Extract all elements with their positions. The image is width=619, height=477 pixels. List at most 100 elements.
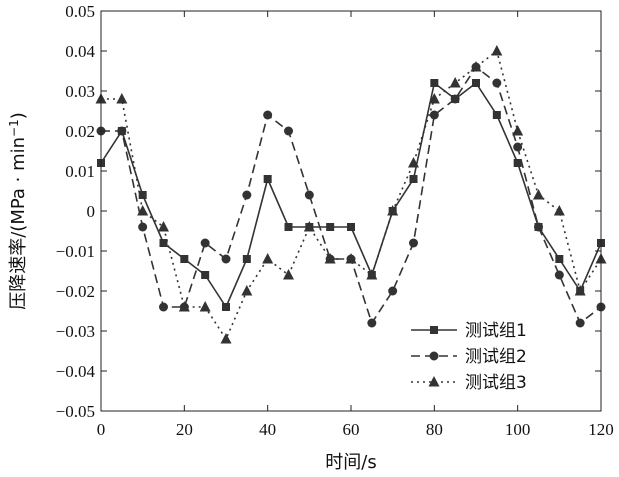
series-2-point-13 — [367, 318, 377, 328]
series-3-point-22 — [553, 205, 565, 216]
series-3-point-2 — [137, 205, 149, 216]
series-3-point-10 — [303, 221, 315, 232]
legend: 测试组1 测试组2 测试组3 — [411, 321, 527, 393]
series-3-point-6 — [220, 333, 232, 344]
series-3-point-14 — [387, 205, 399, 216]
series-2-point-1 — [117, 126, 127, 136]
series-1-point-8 — [263, 175, 272, 183]
x-tick-label-3: 60 — [343, 420, 360, 439]
series-3-point-15 — [408, 157, 419, 168]
legend-marker-1 — [430, 326, 438, 334]
series-2-point-16 — [429, 110, 439, 120]
series-1-point-15 — [409, 175, 418, 183]
series-2-point-6 — [221, 254, 231, 264]
x-tick-label-0: 0 — [97, 420, 106, 439]
series-1-line — [100, 81, 602, 309]
series-1 — [97, 79, 605, 311]
legend-label-1: 测试组1 — [465, 321, 527, 341]
series-2-point-23 — [575, 318, 585, 328]
legend-item-1: 测试组1 — [411, 321, 527, 341]
series-1-point-3 — [159, 239, 168, 247]
series-3-point-21 — [533, 189, 544, 200]
series-1-point-5 — [201, 271, 210, 279]
series-2-point-15 — [409, 238, 418, 248]
series-3-point-20 — [512, 125, 524, 136]
series-2-point-19 — [492, 78, 502, 88]
series-1-point-19 — [492, 111, 501, 119]
series-2-point-2 — [138, 222, 148, 232]
y-tick-label-6: 0.01 — [65, 162, 95, 181]
y-axis-title-main: 压降速率/(MPa · min — [8, 137, 29, 310]
series-1-point-6 — [222, 303, 230, 311]
series-3-point-12 — [345, 253, 357, 264]
series-1-point-18 — [472, 79, 480, 87]
series-3 — [95, 45, 607, 344]
ticks-layer: −0.05 −0.04 −0.03 −0.02 −0.01 0 0.01 0.02 0.03 0.… — [56, 2, 614, 439]
y-tick-label-10: 0.05 — [65, 2, 95, 21]
series-2 — [96, 62, 606, 328]
series-1-point-2 — [138, 191, 147, 199]
y-axis-title-sup: −1 — [7, 119, 21, 137]
series-3-point-11 — [324, 253, 336, 264]
series-1-point-20 — [513, 159, 522, 167]
series-1-point-12 — [347, 223, 355, 231]
y-tick-label-7: 0.02 — [65, 122, 95, 141]
series-3-point-4 — [178, 301, 190, 312]
legend-item-2: 测试组2 — [411, 347, 527, 367]
series-3-point-23 — [574, 285, 586, 296]
series-1-point-9 — [284, 223, 293, 231]
series-3-point-8 — [262, 253, 274, 264]
series-2-point-7 — [242, 190, 252, 200]
legend-marker-3 — [428, 376, 440, 387]
series-1-point-7 — [242, 255, 251, 263]
y-tick-label-3: −0.02 — [56, 282, 95, 301]
series-2-point-20 — [513, 142, 523, 152]
series-3-line — [101, 49, 602, 341]
y-tick-label-4: −0.01 — [56, 242, 95, 261]
series-2-point-5 — [200, 238, 210, 248]
y-tick-label-2: −0.03 — [56, 322, 95, 341]
series-2-point-9 — [284, 126, 293, 136]
legend-label-2: 测试组2 — [465, 347, 527, 367]
series-2-point-14 — [388, 286, 398, 296]
series-3-point-16 — [428, 93, 440, 104]
series-2-point-3 — [159, 302, 168, 312]
series-2-point-17 — [450, 94, 460, 104]
series-3-point-18 — [470, 61, 482, 72]
x-tick-label-2: 40 — [259, 420, 276, 439]
x-tick-label-5: 100 — [505, 420, 531, 439]
y-axis-title-end: ) — [8, 112, 29, 119]
series-2-line — [101, 65, 602, 325]
series-1-point-22 — [555, 255, 564, 263]
series-layer — [95, 45, 607, 344]
x-tick-label-1: 20 — [176, 420, 193, 439]
legend-marker-2 — [429, 351, 439, 361]
series-3-point-17 — [449, 77, 461, 88]
series-3-point-5 — [199, 301, 211, 312]
series-2-point-8 — [263, 110, 273, 120]
x-tick-label-6: 120 — [588, 420, 614, 439]
series-3-point-3 — [158, 221, 169, 232]
series-3-point-1 — [116, 93, 128, 104]
series-1-point-4 — [180, 255, 189, 263]
legend-item-3: 测试组3 — [411, 373, 527, 393]
series-3-point-7 — [241, 285, 253, 296]
series-1-point-11 — [326, 223, 335, 231]
series-2-point-22 — [554, 270, 564, 280]
series-1-point-16 — [430, 79, 439, 87]
y-axis-title: 压降速率/(MPa · min−1) — [7, 112, 29, 310]
y-tick-label-8: 0.03 — [65, 82, 95, 101]
series-2-point-10 — [304, 190, 314, 200]
series-3-point-13 — [366, 269, 378, 280]
legend-label-3: 测试组3 — [465, 373, 527, 393]
x-tick-label-4: 80 — [426, 420, 443, 439]
series-3-point-9 — [283, 269, 294, 280]
series-2-point-21 — [534, 222, 543, 232]
y-tick-label-0: −0.05 — [56, 402, 95, 421]
x-axis-title: 时间/s — [325, 452, 376, 473]
series-3-point-19 — [491, 45, 503, 56]
y-tick-label-9: 0.04 — [65, 42, 95, 61]
y-tick-label-5: 0 — [87, 202, 96, 221]
